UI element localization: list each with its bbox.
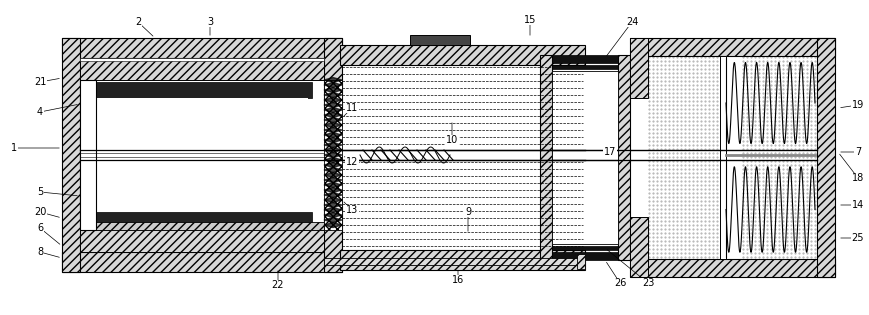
Polygon shape: [323, 138, 342, 142]
Polygon shape: [323, 208, 342, 213]
Bar: [551, 55, 617, 63]
Bar: [96, 98, 308, 212]
Text: 2: 2: [135, 17, 141, 27]
Text: 16: 16: [451, 275, 463, 285]
Polygon shape: [323, 152, 342, 158]
Bar: [92, 212, 312, 228]
Text: 25: 25: [851, 233, 863, 243]
Polygon shape: [323, 182, 342, 187]
Polygon shape: [323, 107, 342, 112]
Bar: [629, 259, 834, 277]
Bar: [340, 45, 584, 65]
Polygon shape: [323, 102, 342, 107]
Text: 22: 22: [271, 280, 284, 290]
Bar: [80, 58, 323, 61]
Polygon shape: [323, 187, 342, 192]
Text: 20: 20: [34, 207, 46, 217]
Text: 24: 24: [625, 17, 638, 27]
Polygon shape: [323, 203, 342, 208]
Polygon shape: [323, 168, 342, 173]
Text: 18: 18: [851, 173, 863, 183]
Bar: [323, 80, 342, 230]
Bar: [617, 55, 629, 260]
Bar: [720, 56, 725, 259]
Text: 13: 13: [346, 205, 358, 215]
Bar: [92, 82, 312, 98]
Bar: [323, 38, 342, 108]
Polygon shape: [323, 112, 342, 117]
Text: 26: 26: [614, 278, 626, 288]
Text: 1: 1: [11, 143, 17, 153]
Polygon shape: [323, 217, 342, 222]
Bar: [323, 258, 584, 265]
Text: 12: 12: [345, 157, 358, 167]
Bar: [551, 252, 617, 260]
Bar: [409, 35, 469, 45]
Text: 3: 3: [207, 17, 213, 27]
Bar: [323, 202, 342, 272]
Polygon shape: [323, 77, 342, 83]
Polygon shape: [323, 117, 342, 123]
Bar: [80, 222, 323, 230]
Text: 15: 15: [523, 15, 535, 25]
Bar: [540, 55, 551, 260]
Text: 17: 17: [603, 147, 615, 157]
Bar: [62, 252, 342, 272]
Polygon shape: [323, 158, 342, 163]
Bar: [340, 250, 584, 270]
Polygon shape: [323, 222, 342, 227]
Text: 14: 14: [851, 200, 863, 210]
Polygon shape: [323, 213, 342, 217]
Polygon shape: [323, 173, 342, 177]
Text: 9: 9: [464, 207, 470, 217]
Bar: [629, 217, 647, 277]
Text: 10: 10: [446, 135, 458, 145]
Bar: [62, 38, 80, 272]
Polygon shape: [323, 128, 342, 133]
Polygon shape: [323, 142, 342, 147]
Polygon shape: [323, 123, 342, 128]
Bar: [62, 38, 342, 58]
Text: 21: 21: [34, 77, 46, 87]
Bar: [576, 254, 584, 269]
Polygon shape: [323, 163, 342, 168]
Bar: [80, 80, 96, 230]
Polygon shape: [323, 147, 342, 152]
Polygon shape: [323, 133, 342, 138]
Bar: [80, 230, 323, 252]
Text: 11: 11: [346, 103, 358, 113]
Polygon shape: [323, 192, 342, 198]
Text: 6: 6: [36, 223, 43, 233]
Polygon shape: [323, 177, 342, 182]
Text: 5: 5: [36, 187, 43, 197]
Polygon shape: [323, 83, 342, 88]
Bar: [629, 38, 834, 56]
Text: 23: 23: [641, 278, 653, 288]
Bar: [816, 38, 834, 277]
Bar: [629, 38, 647, 98]
Bar: [551, 65, 617, 69]
Polygon shape: [323, 93, 342, 98]
Bar: [80, 58, 323, 80]
Polygon shape: [323, 198, 342, 203]
Polygon shape: [323, 98, 342, 102]
Text: 7: 7: [854, 147, 860, 157]
Bar: [551, 71, 617, 244]
Bar: [551, 246, 617, 250]
Text: 19: 19: [851, 100, 863, 110]
Text: 4: 4: [36, 107, 43, 117]
Polygon shape: [323, 88, 342, 93]
Text: 8: 8: [36, 247, 43, 257]
